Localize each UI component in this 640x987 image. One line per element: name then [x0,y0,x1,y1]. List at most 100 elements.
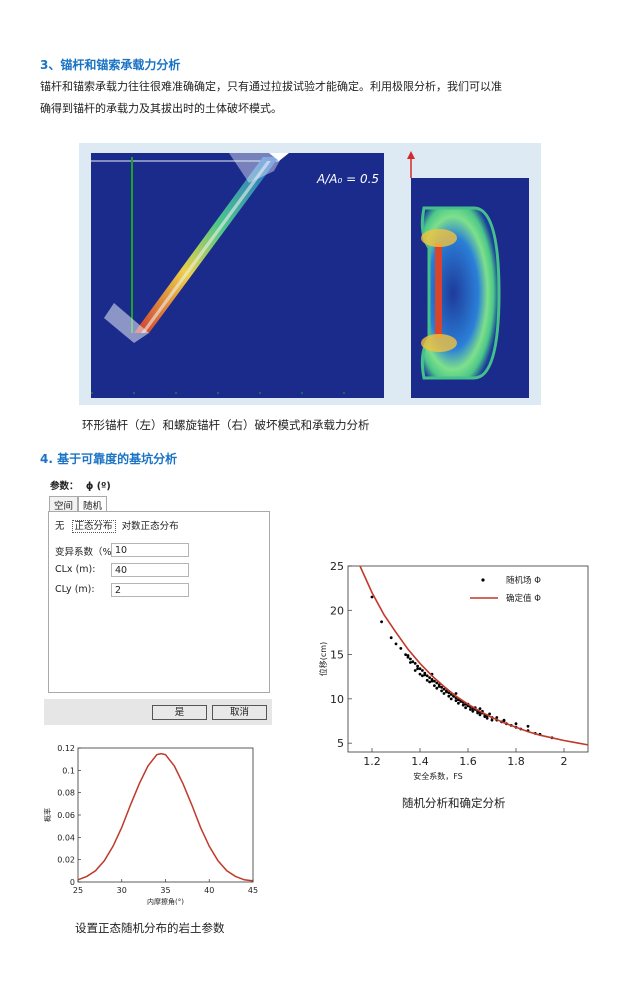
paragraph-line: 确得到锚杆的承载力及其拔出时的土体破坏模式。 [40,102,282,115]
scatter-point [409,661,412,664]
scatter-point [490,718,494,722]
scatter-point [440,685,443,689]
param-label-row: 参数： ϕ (º) [50,478,111,492]
scatter-point [421,674,424,678]
scatter-point [416,667,419,671]
scatter-point [488,712,491,716]
option-none[interactable]: 无 [55,521,65,532]
param-label: 参数： [50,481,79,492]
scatter-point [457,701,460,705]
scatter-point [442,687,446,691]
field-label: CLy (m): [55,584,95,595]
field-row-cov: 变异系数（% [55,544,112,558]
scatter-point [526,724,530,728]
scatter-point [478,707,482,710]
y-axis-label: 概率 [43,808,52,822]
y-tick-label: 25 [330,560,344,573]
scatter-point [476,711,479,715]
scatter-point [469,708,472,711]
legend-dot-icon [481,578,485,582]
x-tick-label: 2 [561,755,568,768]
legend-label: 确定值 Φ [506,593,541,604]
scatter-point [461,703,465,707]
dialog-tabs: 空间 随机 [49,496,108,514]
option-lognormal[interactable]: 对数正态分布 [121,521,179,532]
y-tick-label: 5 [337,737,344,750]
y-tick-label: 20 [330,604,344,617]
scatter-point [418,667,422,671]
y-axis-label: 位移(cm) [318,642,328,676]
scatter-point [389,636,393,640]
scatter-point [418,672,422,676]
cancel-button[interactable]: 取消 [212,705,267,720]
scatter-point [433,684,436,687]
x-tick-label: 40 [204,886,214,895]
field-row-clx: CLx (m): [55,564,95,575]
scatter-point [449,697,453,701]
parameter-dialog: 参数： ϕ (º) 空间 随机 无 正态分布 对数正态分布 变异系数（% 10 C… [44,474,276,726]
scatter-point [435,681,439,685]
dialog-panel: 无 正态分布 对数正态分布 变异系数（% 10 CLx (m): 40 CLy … [48,511,270,693]
pdf-chart: 25 30 35 40 45 0 0.02 0.04 0.06 0.08 0.1 0.12 内摩擦角(°… [43,744,258,906]
field-row-cly: CLy (m): [55,584,95,595]
section3-heading: 3、锚杆和锚索承载力分析 [40,58,181,72]
pdf-caption: 设置正态随机分布的岩土参数 [75,921,225,935]
scatter-point [428,680,431,684]
x-tick-label: 1.4 [411,755,429,768]
scatter-point [471,709,475,713]
x-tick-label: 1.6 [459,755,477,768]
helix-shaft [435,243,442,338]
cly-input[interactable]: 2 [111,583,189,597]
y-tick-label: 0.1 [62,766,75,775]
y-tick-label: 0.02 [57,856,75,865]
scatter-point [447,691,451,695]
scatter-point [445,690,448,694]
x-tick-label: 25 [73,886,83,895]
scatter-point [423,673,427,677]
distribution-options: 无 正态分布 对数正态分布 [55,518,179,533]
scatter-point [495,716,499,719]
option-normal[interactable]: 正态分布 [71,520,116,533]
y-tick-label: 0.06 [57,811,75,820]
scatter-point [483,715,487,718]
fem-figure: A/A₀ = 0.5 [79,143,541,405]
pdf-curve [77,752,254,882]
dialog-button-bar: 是 取消 [44,699,272,725]
scatter-point [442,692,446,695]
scatter-point [404,653,407,656]
fem-caption: 环形锚杆（左）和螺旋锚杆（右）破坏模式和承载力分析 [82,418,370,432]
field-label: CLx (m): [55,564,96,575]
scatter-point [428,676,431,679]
scatter-point [409,657,412,661]
section4-heading: 4. 基于可靠度的基坑分析 [40,452,178,466]
scatter-point [435,686,439,690]
x-tick-label: 1.2 [363,755,381,768]
pull-arrow-icon [407,151,415,159]
scatter-point [413,662,417,665]
clx-input[interactable]: 40 [111,563,189,577]
scatter-point [394,642,398,646]
cov-input[interactable]: 10 [111,543,189,557]
scatter-point [413,669,417,672]
y-tick-label: 0 [70,878,75,887]
paragraph-line: 锚杆和锚索承载力往往很难准确确定，只有通过拉拔试验才能确定。利用极限分析，我们可… [40,80,502,93]
section3-paragraph: 锚杆和锚索承载力往往很难准确确定，只有通过拉拔试验才能确定。利用极限分析，我们可… [40,76,610,120]
scatter-point [440,689,443,693]
scatter-point [433,679,436,683]
scatter-point [454,699,458,702]
x-axis-label: 内摩擦角(°) [147,897,184,906]
field-label: 变异系数（% [55,547,112,558]
scatter-point [425,678,429,682]
y-tick-label: 0.12 [57,744,75,753]
param-value: ϕ (º) [85,481,111,492]
anchor-plate-zone [104,303,149,343]
legend-label: 随机场 Φ [506,575,541,586]
scatter-point [380,620,383,624]
fem-images: A/A₀ = 0.5 [91,151,529,398]
scatter-point [437,685,441,688]
x-tick-label: 45 [248,886,258,895]
area-ratio-label: A/A₀ = 0.5 [316,172,379,186]
ok-button[interactable]: 是 [152,705,207,720]
scatter-point [454,692,458,695]
